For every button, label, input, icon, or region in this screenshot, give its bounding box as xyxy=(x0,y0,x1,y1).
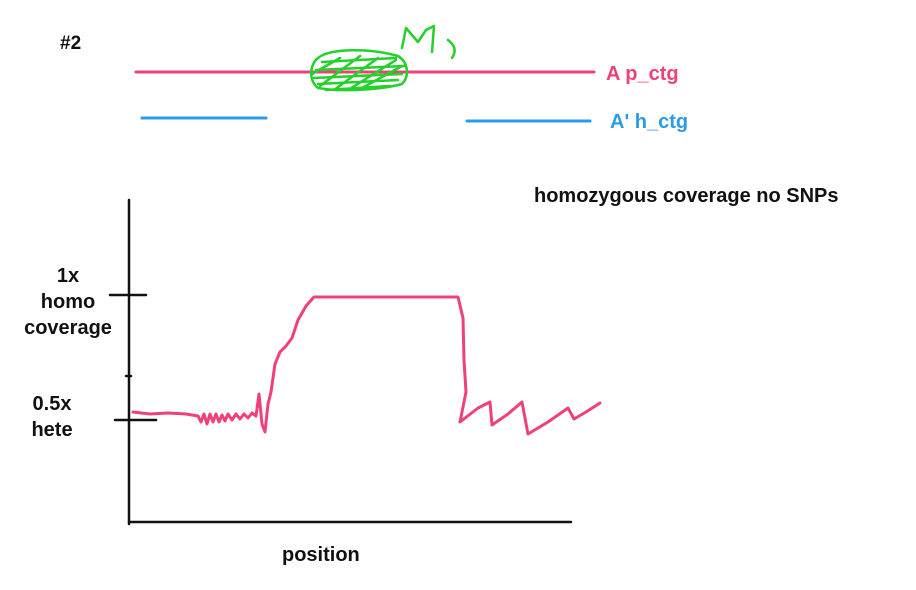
highlight-scribble xyxy=(310,24,456,92)
y-label-high-line2: homo xyxy=(40,291,96,313)
coverage-line xyxy=(131,295,602,436)
primary-contig-label: A p_ctg xyxy=(606,63,679,85)
y-label-low-line2: hete xyxy=(31,419,73,441)
slide-number: #2 xyxy=(60,33,82,54)
y-label-low-line1: 0.5x xyxy=(32,393,72,415)
x-axis-label: position xyxy=(282,544,360,566)
plot-axes xyxy=(108,198,573,526)
y-label-low: 0.5x hete xyxy=(22,394,82,440)
haplotig-label: A' h_ctg xyxy=(610,111,689,133)
y-label-high-line1: 1x xyxy=(56,265,80,287)
y-label-high-line3: coverage xyxy=(24,317,112,339)
annotation-note: homozygous coverage no SNPs xyxy=(534,185,839,207)
y-label-high: 1x homo coverage xyxy=(10,266,126,338)
